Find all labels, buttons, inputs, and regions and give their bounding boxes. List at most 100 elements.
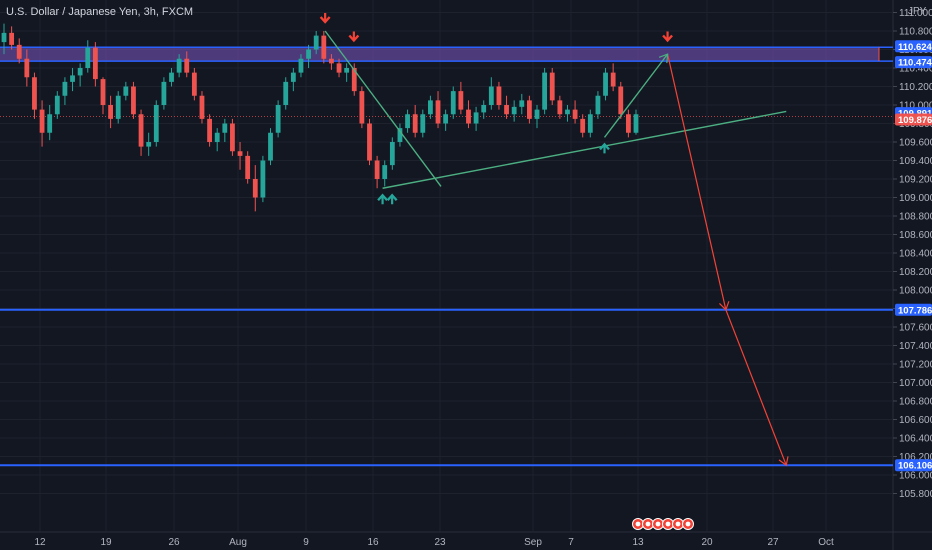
candle-body bbox=[54, 95, 60, 115]
candle-body bbox=[138, 114, 144, 147]
event-icon[interactable] bbox=[682, 518, 694, 530]
arrow-head bbox=[599, 142, 610, 151]
x-tick-label: 19 bbox=[100, 537, 112, 548]
candle-body bbox=[481, 105, 487, 113]
x-tick-label: 7 bbox=[568, 537, 574, 548]
price-tag bbox=[895, 56, 932, 69]
candle-body bbox=[519, 100, 525, 107]
candle-body bbox=[131, 86, 136, 115]
y-tick-label: 108.600 bbox=[899, 230, 932, 241]
candle-body bbox=[504, 105, 509, 115]
x-tick-label: 13 bbox=[632, 537, 644, 548]
candle-body bbox=[428, 100, 433, 115]
candle-body bbox=[321, 35, 327, 59]
candle-body bbox=[39, 109, 45, 133]
price-tag-label: 107.786 bbox=[898, 305, 932, 316]
chart-title: U.S. Dollar / Japanese Yen, 3h, FXCM bbox=[6, 6, 193, 18]
candle-body bbox=[146, 142, 152, 147]
y-tick-label: 106.000 bbox=[899, 471, 932, 482]
event-icon[interactable] bbox=[672, 518, 684, 530]
candle-body bbox=[329, 58, 334, 64]
x-tick-label: 20 bbox=[701, 537, 713, 548]
candle-body bbox=[298, 58, 304, 73]
descending-trendline bbox=[324, 30, 442, 187]
candle-body bbox=[405, 114, 410, 129]
candle-body bbox=[572, 109, 578, 119]
candle-body bbox=[473, 112, 479, 124]
price-tag-label: 110.624 bbox=[898, 42, 932, 53]
candle-body bbox=[214, 132, 220, 142]
candle-body bbox=[169, 72, 174, 82]
y-tick-label: 109.400 bbox=[899, 156, 932, 167]
candle-body bbox=[252, 179, 258, 198]
y-tick-label: 108.400 bbox=[899, 249, 932, 260]
candle-body bbox=[24, 58, 30, 78]
event-icon[interactable] bbox=[652, 518, 664, 530]
candle-body bbox=[32, 77, 37, 110]
projection-down-leg-2 bbox=[725, 309, 787, 466]
x-tick-label: 16 bbox=[367, 537, 379, 548]
sell-arrow-icon bbox=[662, 31, 673, 43]
candle-body bbox=[336, 63, 342, 73]
price-tag bbox=[895, 459, 932, 472]
candle-body bbox=[450, 91, 456, 115]
x-tick-label: 12 bbox=[34, 537, 46, 548]
candle-body bbox=[549, 72, 555, 101]
sell-arrow-icon bbox=[319, 13, 331, 24]
time-axis[interactable]: 12 19 26 Aug 9 16 23 Sep 7 13 20 27 Oct bbox=[34, 537, 834, 548]
candle-body bbox=[534, 109, 540, 119]
price-tag-label: 110.474 bbox=[898, 58, 932, 69]
candle-body bbox=[587, 114, 593, 133]
candle-body bbox=[389, 142, 395, 166]
candle-body bbox=[458, 91, 464, 110]
y-tick-label: 106.600 bbox=[899, 415, 932, 426]
y-tick-label: 111.000 bbox=[899, 8, 932, 19]
projection-up-leg bbox=[603, 53, 669, 138]
y-tick-label: 110.400 bbox=[899, 64, 932, 75]
projection-up-arrowhead bbox=[658, 53, 669, 64]
arrow-head bbox=[319, 16, 331, 24]
buy-arrow-icon bbox=[386, 193, 398, 205]
event-icon[interactable] bbox=[642, 518, 654, 530]
candle-body bbox=[207, 118, 212, 142]
price-tags: 110.624110.474109.891109.876107.786106.1… bbox=[895, 40, 932, 472]
candle-body bbox=[115, 95, 121, 119]
event-icon-dot bbox=[675, 521, 681, 527]
candle-body bbox=[16, 44, 22, 59]
price-tag bbox=[895, 113, 932, 126]
candle-body bbox=[313, 35, 319, 50]
candle-body bbox=[85, 47, 91, 68]
y-tick-label: 110.000 bbox=[899, 101, 932, 112]
candle-body bbox=[237, 151, 243, 156]
price-tag bbox=[895, 303, 932, 316]
event-icon-dot bbox=[685, 521, 691, 527]
y-tick-label: 110.800 bbox=[899, 27, 932, 38]
candle-body bbox=[412, 114, 418, 133]
candle-body bbox=[443, 114, 449, 124]
candle-body bbox=[222, 123, 228, 133]
event-icon[interactable] bbox=[632, 518, 644, 530]
candle-body bbox=[382, 165, 388, 179]
arrow-head bbox=[348, 34, 360, 43]
x-tick-label: 27 bbox=[767, 537, 779, 548]
candle-body bbox=[580, 118, 586, 133]
candle-body bbox=[62, 81, 68, 96]
candle-body bbox=[397, 128, 403, 142]
candle-body bbox=[92, 47, 98, 80]
y-tick-label: 109.600 bbox=[899, 138, 932, 149]
y-tick-label: 105.800 bbox=[899, 489, 932, 500]
candle-body bbox=[351, 68, 357, 92]
event-icon[interactable] bbox=[662, 518, 674, 530]
candle-body bbox=[268, 132, 273, 161]
y-tick-label: 107.400 bbox=[899, 341, 932, 352]
candle-body bbox=[70, 75, 75, 82]
session-icons[interactable] bbox=[632, 518, 694, 530]
candle-body bbox=[618, 86, 624, 115]
candle-body bbox=[633, 114, 639, 133]
price-tag-label: 106.106 bbox=[898, 461, 932, 472]
candle-body bbox=[511, 106, 517, 115]
candle-body bbox=[123, 86, 129, 96]
event-icon-dot bbox=[645, 521, 651, 527]
